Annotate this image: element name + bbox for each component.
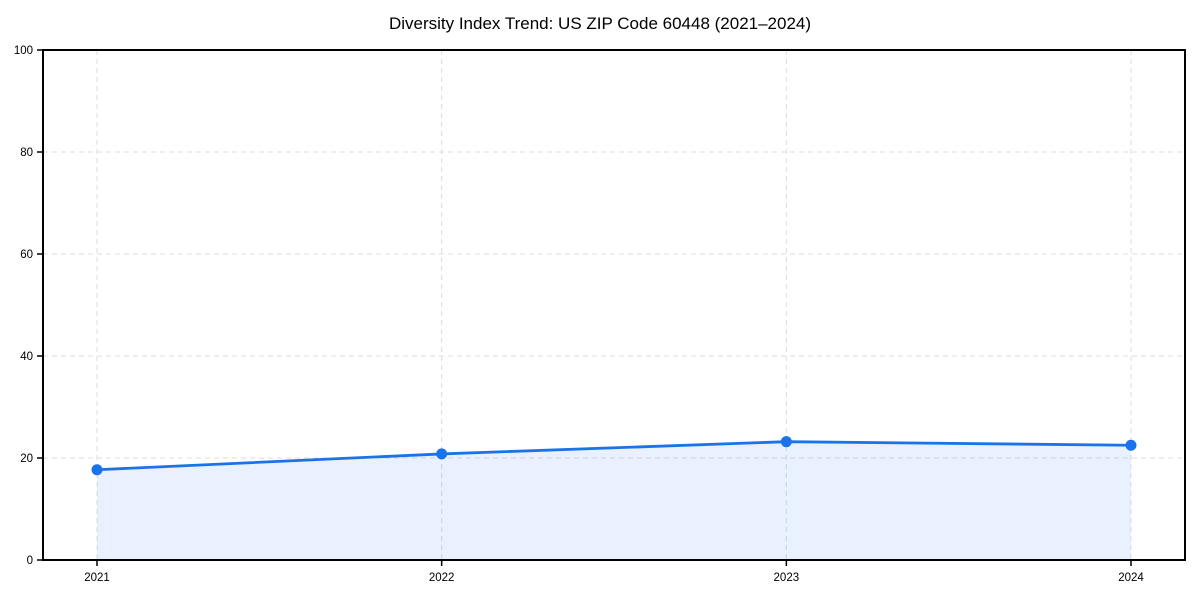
data-point-2024 xyxy=(1125,439,1137,451)
area-fill xyxy=(97,441,1131,560)
y-tick-label: 80 xyxy=(20,147,33,159)
data-point-2021 xyxy=(91,464,103,476)
x-tick-label: 2024 xyxy=(1118,572,1144,584)
y-tick-label: 40 xyxy=(20,351,33,363)
data-point-2022 xyxy=(436,448,448,460)
y-tick-label: 100 xyxy=(14,45,33,57)
trend-line xyxy=(95,440,1133,472)
y-tick-label: 20 xyxy=(20,453,33,465)
x-tick-label: 2022 xyxy=(429,572,455,584)
y-tick-label: 60 xyxy=(20,249,33,261)
x-tick-label: 2021 xyxy=(84,572,110,584)
chart-title: Diversity Index Trend: US ZIP Code 60448… xyxy=(388,14,812,33)
plot-border xyxy=(42,49,1186,561)
data-point-2023 xyxy=(780,436,792,448)
y-tick-label: 0 xyxy=(27,555,33,567)
x-tick-label: 2023 xyxy=(774,572,800,584)
